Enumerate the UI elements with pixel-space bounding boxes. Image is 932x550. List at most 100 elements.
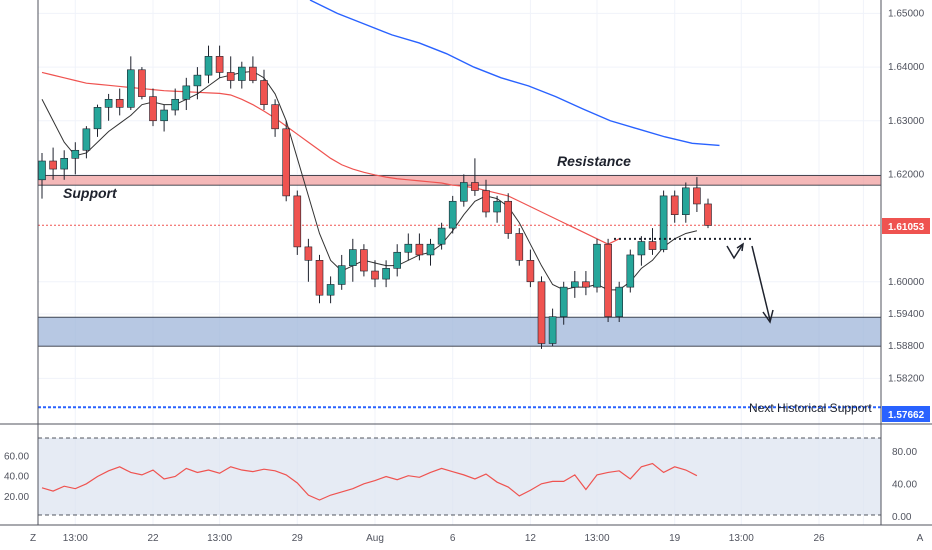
candle — [304, 238, 313, 282]
candle — [515, 228, 524, 266]
candle — [149, 88, 157, 127]
rsi-band — [38, 438, 881, 515]
candle — [226, 56, 235, 89]
candle-body — [681, 187, 690, 215]
time-tick-label: 26 — [813, 533, 825, 544]
candle-body — [348, 249, 357, 266]
down-arrow-shaft — [751, 245, 771, 321]
candle — [404, 233, 413, 261]
candle — [526, 249, 535, 288]
candle — [548, 308, 557, 347]
candle-body — [537, 281, 546, 344]
candle-body — [426, 243, 435, 256]
candle — [582, 271, 590, 296]
time-tick-label: 29 — [292, 533, 304, 544]
candle-body — [482, 190, 490, 213]
price-tick-label: 1.59400 — [888, 309, 925, 320]
candle-body — [182, 85, 191, 100]
rsi-left-tick: 60.00 — [4, 451, 29, 462]
price-tick-label: 1.63000 — [888, 116, 925, 127]
time-tick-label: 13:00 — [207, 533, 232, 544]
candle-body — [282, 128, 291, 197]
candle — [360, 244, 368, 277]
candle — [326, 276, 335, 304]
price-tick-label: 1.60000 — [888, 277, 925, 288]
candle — [93, 104, 102, 137]
candle-body — [515, 233, 524, 261]
candle — [504, 193, 513, 239]
candle — [604, 238, 612, 323]
candle-body — [615, 286, 624, 317]
rsi-left-tick: 20.00 — [4, 492, 29, 503]
candle — [71, 142, 80, 175]
resistance-label: Resistance — [557, 153, 631, 169]
candle-body — [93, 107, 102, 130]
candle-body — [49, 160, 57, 170]
candle — [537, 276, 546, 349]
candle-body — [104, 98, 113, 108]
time-tick-label: Aug — [366, 533, 384, 544]
time-tick-label: 13:00 — [63, 533, 88, 544]
candle-body — [38, 160, 46, 181]
candle-body — [604, 243, 612, 317]
candle-body — [360, 249, 368, 272]
candle — [127, 56, 135, 111]
candle — [337, 254, 346, 290]
zones — [37, 175, 882, 409]
candle — [648, 228, 657, 255]
candle — [637, 236, 646, 266]
rsi-right-tick: 40.00 — [892, 480, 917, 491]
candle — [693, 177, 701, 212]
candle-body — [493, 200, 501, 213]
candle-body — [670, 195, 679, 215]
price-tick-label: 1.65000 — [888, 8, 925, 19]
candle-body — [293, 195, 302, 248]
candle — [171, 88, 179, 116]
candle-body — [204, 56, 213, 76]
candle — [138, 67, 146, 100]
candle — [415, 233, 424, 261]
candle-body — [304, 246, 313, 261]
candle-body — [271, 104, 279, 130]
price-tick-label: 1.64000 — [888, 62, 925, 73]
candles — [38, 45, 712, 349]
candle — [437, 222, 446, 250]
candle-body — [448, 200, 457, 229]
rsi-line — [41, 462, 698, 501]
rsi-left-tick: 40.00 — [4, 472, 29, 483]
candle — [371, 260, 379, 288]
candle — [593, 238, 601, 293]
time-tick-label: 13:00 — [584, 533, 609, 544]
candle-body — [526, 260, 535, 283]
next-support-tag-text: 1.57662 — [888, 410, 925, 421]
candle-body — [393, 251, 402, 269]
support-zone — [37, 316, 882, 347]
candle — [448, 195, 457, 234]
candle — [348, 238, 357, 282]
candle-body — [171, 98, 179, 111]
candle-body — [193, 74, 202, 87]
candle — [60, 150, 69, 180]
price-tick-label: 1.62000 — [888, 169, 925, 180]
candle — [193, 67, 202, 100]
candle-body — [582, 281, 590, 288]
candle-body — [704, 203, 712, 226]
candle-body — [60, 158, 69, 170]
time-tick-label: 12 — [525, 533, 537, 544]
candle-body — [138, 69, 146, 97]
candle-body — [659, 195, 668, 250]
candle-body — [626, 254, 635, 288]
candle-body — [215, 56, 224, 73]
time-tick-label: 19 — [669, 533, 681, 544]
candle-body — [82, 128, 91, 151]
time-tick-label: 22 — [147, 533, 159, 544]
candle — [626, 249, 635, 293]
candle-body — [548, 316, 557, 344]
candle — [570, 271, 579, 298]
sma-slow-line — [309, 0, 720, 147]
candle-body — [404, 243, 413, 253]
candle-body — [127, 69, 135, 108]
candle — [471, 158, 479, 196]
candle — [204, 45, 213, 84]
